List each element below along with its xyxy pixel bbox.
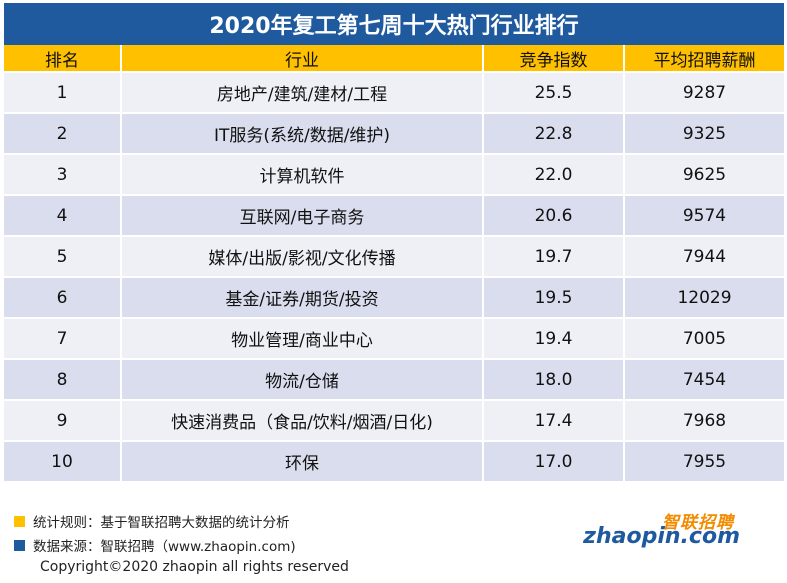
header-rank: 排名 xyxy=(4,45,122,73)
cell-rank: 10 xyxy=(4,441,122,483)
table-row: 5 媒体/出版/影视/文化传播 19.7 7944 xyxy=(4,236,784,278)
table-row: 6 基金/证券/期货/投资 19.5 12029 xyxy=(4,277,784,319)
cell-competition: 19.4 xyxy=(483,318,625,360)
logo-en: zhaopin.com xyxy=(583,524,740,549)
header-salary: 平均招聘薪酬 xyxy=(624,45,784,73)
table-row: 2 IT服务(系统/数据/维护) 22.8 9325 xyxy=(4,113,784,155)
cell-competition: 19.7 xyxy=(483,236,625,278)
legend-source-text: 数据来源：智联招聘（www.zhaopin.com) xyxy=(33,539,296,555)
cell-industry: 计算机软件 xyxy=(121,154,484,196)
cell-rank: 7 xyxy=(4,318,122,360)
table-header-row: 排名 行业 竞争指数 平均招聘薪酬 xyxy=(4,45,784,73)
cell-rank: 3 xyxy=(4,154,122,196)
legend-source-swatch xyxy=(14,539,25,551)
legend-rule: 统计规则：基于智联招聘大数据的统计分析 xyxy=(14,511,290,531)
legend-rule-swatch xyxy=(14,515,25,527)
cell-industry: 基金/证券/期货/投资 xyxy=(121,277,484,319)
page-title: 2020年复工第七周十大热门行业排行 xyxy=(4,3,784,45)
header-industry: 行业 xyxy=(121,45,484,73)
cell-rank: 8 xyxy=(4,359,122,401)
legend-rule-text: 统计规则：基于智联招聘大数据的统计分析 xyxy=(33,515,290,531)
cell-competition: 25.5 xyxy=(483,72,625,114)
cell-salary: 7955 xyxy=(624,441,784,483)
cell-rank: 1 xyxy=(4,72,122,114)
cell-industry: 房地产/建筑/建材/工程 xyxy=(121,72,484,114)
cell-competition: 17.4 xyxy=(483,400,625,442)
copyright: Copyright©2020 zhaopin all rights reserv… xyxy=(40,559,349,575)
header-competition: 竞争指数 xyxy=(483,45,625,73)
table-row: 7 物业管理/商业中心 19.4 7005 xyxy=(4,318,784,360)
cell-industry: 互联网/电子商务 xyxy=(121,195,484,237)
cell-rank: 5 xyxy=(4,236,122,278)
zhaopin-logo: 智联招聘 zhaopin.com xyxy=(583,508,740,549)
cell-salary: 9625 xyxy=(624,154,784,196)
cell-rank: 6 xyxy=(4,277,122,319)
cell-competition: 19.5 xyxy=(483,277,625,319)
cell-salary: 9325 xyxy=(624,113,784,155)
cell-industry: 环保 xyxy=(121,441,484,483)
ranking-table: 排名 行业 竞争指数 平均招聘薪酬 1 房地产/建筑/建材/工程 25.5 92… xyxy=(4,45,784,483)
table-row: 4 互联网/电子商务 20.6 9574 xyxy=(4,195,784,237)
cell-salary: 9574 xyxy=(624,195,784,237)
cell-industry: IT服务(系统/数据/维护) xyxy=(121,113,484,155)
cell-competition: 22.0 xyxy=(483,154,625,196)
table-row: 10 环保 17.0 7955 xyxy=(4,441,784,483)
logo-cn: 智联招聘 xyxy=(662,513,734,533)
table-row: 1 房地产/建筑/建材/工程 25.5 9287 xyxy=(4,72,784,114)
cell-competition: 22.8 xyxy=(483,113,625,155)
page-title-text: 2020年复工第七周十大热门行业排行 xyxy=(209,14,579,39)
cell-rank: 4 xyxy=(4,195,122,237)
cell-salary: 12029 xyxy=(624,277,784,319)
legend-source: 数据来源：智联招聘（www.zhaopin.com) xyxy=(14,535,296,555)
cell-salary: 7005 xyxy=(624,318,784,360)
cell-rank: 2 xyxy=(4,113,122,155)
cell-industry: 媒体/出版/影视/文化传播 xyxy=(121,236,484,278)
cell-salary: 9287 xyxy=(624,72,784,114)
table-row: 8 物流/仓储 18.0 7454 xyxy=(4,359,784,401)
cell-competition: 18.0 xyxy=(483,359,625,401)
cell-salary: 7454 xyxy=(624,359,784,401)
table-row: 3 计算机软件 22.0 9625 xyxy=(4,154,784,196)
table-row: 9 快速消费品（食品/饮料/烟酒/日化) 17.4 7968 xyxy=(4,400,784,442)
cell-salary: 7944 xyxy=(624,236,784,278)
cell-industry: 快速消费品（食品/饮料/烟酒/日化) xyxy=(121,400,484,442)
cell-competition: 17.0 xyxy=(483,441,625,483)
cell-industry: 物流/仓储 xyxy=(121,359,484,401)
cell-rank: 9 xyxy=(4,400,122,442)
cell-industry: 物业管理/商业中心 xyxy=(121,318,484,360)
cell-salary: 7968 xyxy=(624,400,784,442)
cell-competition: 20.6 xyxy=(483,195,625,237)
